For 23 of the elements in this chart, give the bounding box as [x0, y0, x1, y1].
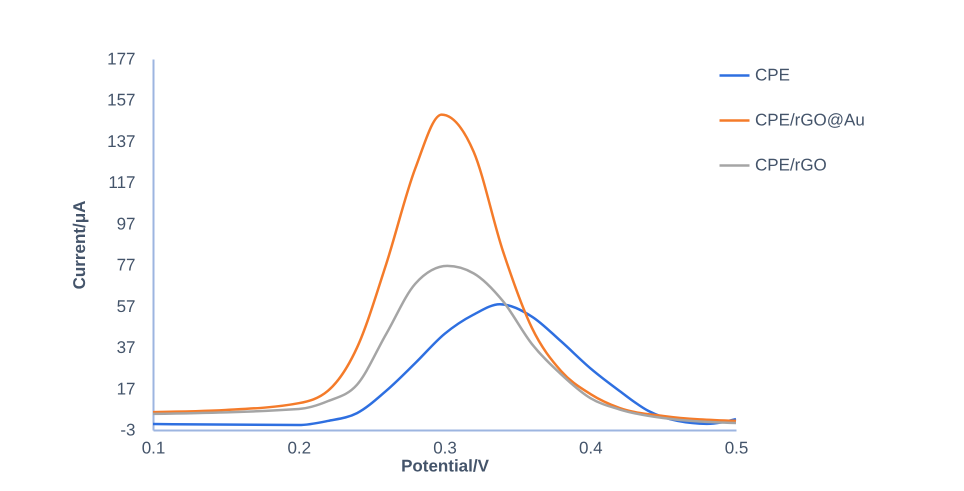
y-tick-label: 77: [116, 256, 136, 275]
x-axis-title: Potential/V: [401, 456, 490, 476]
y-tick-label: -3: [120, 420, 136, 440]
y-tick-label: 97: [116, 214, 136, 234]
x-tick-label: 0.3: [433, 438, 457, 458]
line-series: [152, 264, 738, 424]
line-series: [152, 113, 738, 422]
y-tick-label: 177: [107, 50, 136, 68]
x-tick-label: 0.4: [578, 438, 603, 458]
y-axis-title: Current/μA: [70, 200, 90, 290]
y-tick-label: 137: [107, 132, 136, 151]
legend-label: CPE/rGO: [755, 156, 827, 174]
y-tick-label: 117: [108, 173, 136, 192]
y-tick-label: 57: [116, 296, 136, 316]
legend-label: CPE/rGO@Au: [755, 110, 865, 130]
x-tick-label: 0.1: [142, 438, 166, 458]
y-tick-label: 157: [107, 90, 136, 110]
y-tick-label: 17: [116, 379, 136, 398]
x-tick-label: 0.2: [287, 438, 312, 458]
y-tick-label: 37: [116, 338, 136, 358]
line-series: [152, 303, 738, 426]
x-tick-label: 0.5: [724, 438, 748, 458]
legend-label: CPE: [755, 66, 790, 84]
